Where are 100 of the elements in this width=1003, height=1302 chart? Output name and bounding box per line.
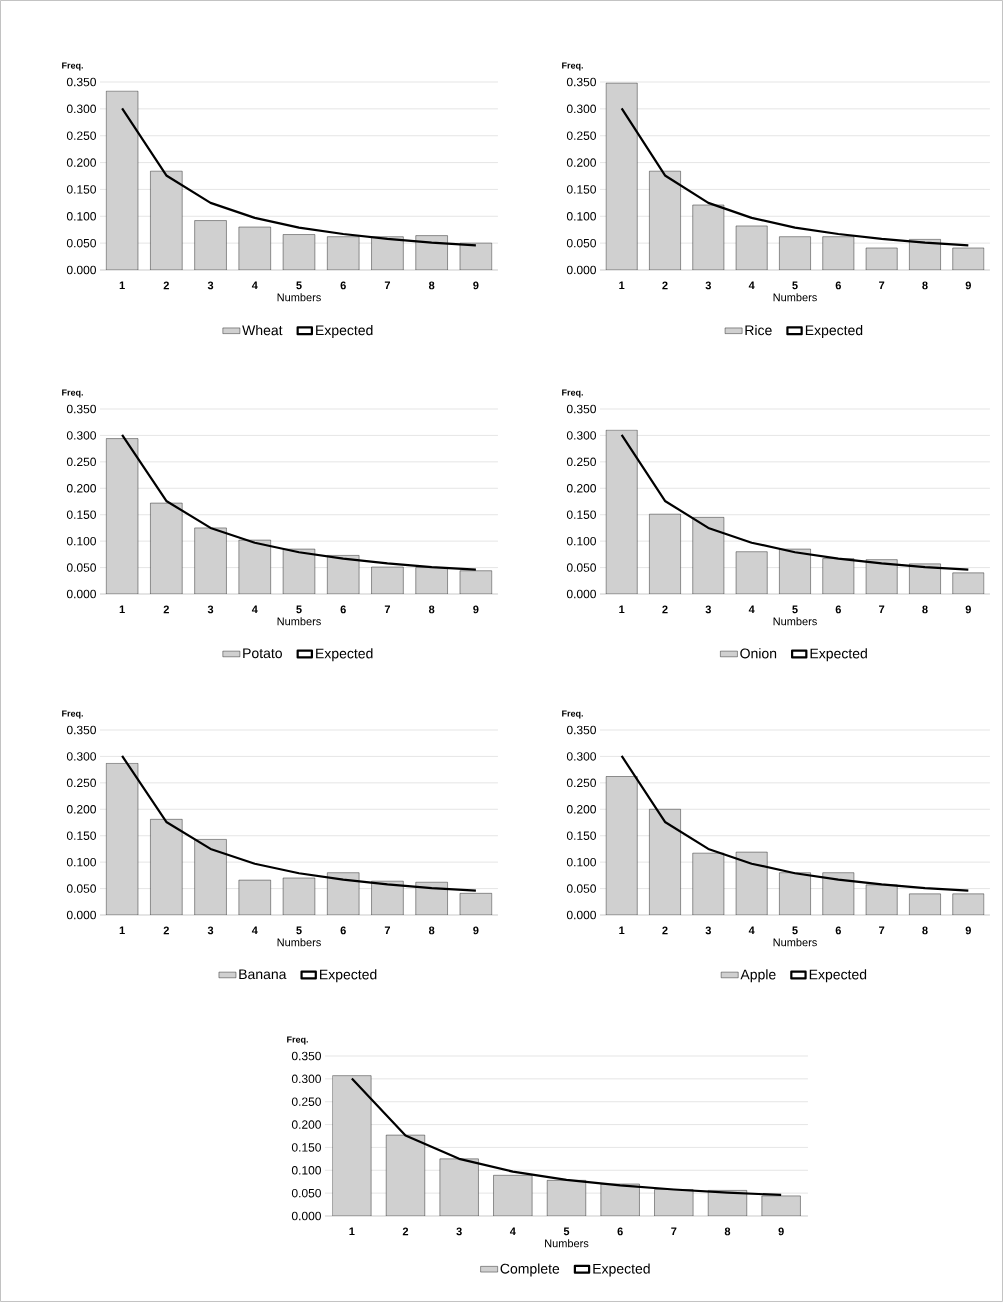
y-tick-label: 0.000 bbox=[566, 589, 596, 599]
x-tick-label: 2 bbox=[662, 926, 668, 935]
y-tick-label: 0.350 bbox=[66, 404, 96, 414]
legend-label: Onion bbox=[740, 648, 777, 659]
bar bbox=[238, 226, 271, 270]
legend-label: Potato bbox=[243, 648, 282, 659]
y-tick-label: 0.150 bbox=[66, 510, 96, 519]
x-tick-label: 1 bbox=[619, 605, 625, 614]
y-tick-label: 0.200 bbox=[66, 484, 96, 493]
x-tick-label: 6 bbox=[617, 1227, 623, 1236]
x-tick-label: 1 bbox=[119, 281, 125, 290]
y-tick-label: 0.100 bbox=[66, 212, 96, 221]
legend-label: Expected bbox=[809, 969, 867, 983]
y-tick-label: 0.300 bbox=[566, 752, 596, 761]
y-tick-label: 0.250 bbox=[566, 778, 596, 788]
y-tick-label: 0.350 bbox=[566, 77, 596, 87]
bar bbox=[779, 236, 811, 270]
bar bbox=[150, 819, 183, 915]
x-tick-label: 5 bbox=[792, 605, 798, 614]
y-tick-label: 0.350 bbox=[566, 404, 596, 414]
bar bbox=[909, 893, 941, 915]
x-tick-label: 3 bbox=[207, 281, 214, 290]
bar bbox=[194, 527, 227, 594]
x-tick-label: 7 bbox=[384, 926, 391, 935]
y-tick-label: 0.000 bbox=[566, 265, 596, 275]
bar bbox=[106, 763, 139, 915]
legend-label: Expected bbox=[805, 324, 863, 338]
legend-label: Expected bbox=[810, 648, 867, 662]
x-axis-title: Numbers bbox=[773, 617, 817, 626]
y-tick-label: 0.150 bbox=[291, 1143, 321, 1152]
x-axis-title: Numbers bbox=[545, 1239, 589, 1248]
x-tick-label: 6 bbox=[835, 605, 841, 614]
y-tick-label: 0.250 bbox=[291, 1097, 321, 1106]
y-tick-label: 0.050 bbox=[66, 563, 96, 572]
x-tick-label: 8 bbox=[428, 281, 435, 290]
y-tick-label: 0.050 bbox=[566, 563, 596, 572]
x-tick-label: 6 bbox=[835, 926, 841, 935]
x-tick-label: 8 bbox=[922, 926, 928, 935]
x-tick-label: 5 bbox=[792, 926, 798, 935]
x-tick-label: 5 bbox=[792, 281, 798, 290]
x-axis-title: Numbers bbox=[277, 617, 321, 626]
x-axis-title: Numbers bbox=[277, 293, 321, 302]
y-tick-label: 0.050 bbox=[66, 238, 96, 248]
x-tick-label: 7 bbox=[384, 605, 391, 614]
x-tick-label: 3 bbox=[207, 605, 214, 614]
y-tick-label: 0.250 bbox=[66, 457, 96, 467]
x-tick-label: 9 bbox=[473, 926, 479, 935]
x-tick-label: 2 bbox=[163, 605, 169, 614]
x-tick-label: 5 bbox=[296, 926, 302, 935]
x-tick-label: 6 bbox=[835, 281, 841, 290]
x-tick-label: 7 bbox=[671, 1227, 677, 1236]
x-tick-label: 9 bbox=[965, 605, 971, 614]
y-tick-label: 0.150 bbox=[66, 185, 96, 194]
x-tick-label: 1 bbox=[119, 926, 125, 935]
y-axis-title: Freq. bbox=[287, 1036, 308, 1045]
y-axis-title: Freq. bbox=[562, 62, 583, 71]
x-tick-label: 2 bbox=[662, 605, 668, 614]
x-tick-label: 2 bbox=[662, 281, 668, 290]
y-tick-label: 0.200 bbox=[291, 1120, 321, 1129]
y-tick-label: 0.200 bbox=[66, 805, 96, 814]
y-tick-label: 0.150 bbox=[566, 510, 596, 519]
x-tick-label: 5 bbox=[296, 605, 302, 614]
x-tick-label: 2 bbox=[163, 926, 169, 935]
y-tick-label: 0.200 bbox=[566, 484, 596, 493]
x-tick-label: 4 bbox=[748, 926, 755, 935]
x-tick-label: 3 bbox=[207, 926, 214, 935]
x-tick-label: 5 bbox=[563, 1227, 570, 1236]
y-tick-label: 0.350 bbox=[66, 77, 96, 87]
y-tick-label: 0.000 bbox=[66, 265, 96, 275]
x-tick-label: 7 bbox=[384, 281, 391, 290]
x-tick-label: 8 bbox=[724, 1227, 731, 1236]
x-tick-label: 6 bbox=[340, 926, 346, 935]
legend-label: Banana bbox=[239, 969, 287, 980]
x-tick-label: 3 bbox=[456, 1227, 462, 1236]
bar bbox=[415, 567, 448, 594]
y-tick-label: 0.350 bbox=[66, 725, 96, 735]
y-tick-label: 0.100 bbox=[566, 212, 596, 221]
y-axis-title: Freq. bbox=[562, 389, 583, 398]
y-tick-label: 0.100 bbox=[566, 536, 596, 546]
x-tick-label: 7 bbox=[879, 926, 885, 935]
bar bbox=[150, 502, 183, 594]
x-tick-label: 8 bbox=[428, 605, 435, 614]
x-tick-label: 9 bbox=[473, 605, 479, 614]
x-tick-label: 5 bbox=[296, 281, 302, 290]
y-tick-label: 0.300 bbox=[566, 431, 596, 440]
y-axis-title: Freq. bbox=[62, 62, 83, 71]
x-tick-label: 7 bbox=[879, 605, 885, 614]
y-tick-label: 0.300 bbox=[66, 104, 96, 114]
bar bbox=[735, 551, 768, 594]
y-tick-label: 0.000 bbox=[566, 910, 596, 920]
legend-label: Expected bbox=[320, 969, 377, 983]
bar bbox=[865, 247, 898, 270]
y-tick-label: 0.250 bbox=[566, 131, 596, 140]
x-axis-title: Numbers bbox=[773, 293, 817, 302]
legend-label: Expected bbox=[316, 324, 373, 338]
x-tick-label: 1 bbox=[119, 605, 125, 614]
legend-label: Rice bbox=[745, 324, 772, 336]
x-tick-label: 3 bbox=[705, 281, 711, 290]
y-axis-title: Freq. bbox=[62, 710, 83, 719]
y-tick-label: 0.300 bbox=[66, 752, 96, 761]
